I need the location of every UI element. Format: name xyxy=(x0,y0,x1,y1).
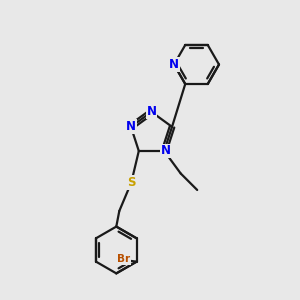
Text: N: N xyxy=(126,120,136,133)
Text: S: S xyxy=(127,176,136,189)
Text: Br: Br xyxy=(117,254,130,264)
Text: N: N xyxy=(146,105,157,119)
Text: N: N xyxy=(161,145,171,158)
Text: N: N xyxy=(169,58,179,71)
